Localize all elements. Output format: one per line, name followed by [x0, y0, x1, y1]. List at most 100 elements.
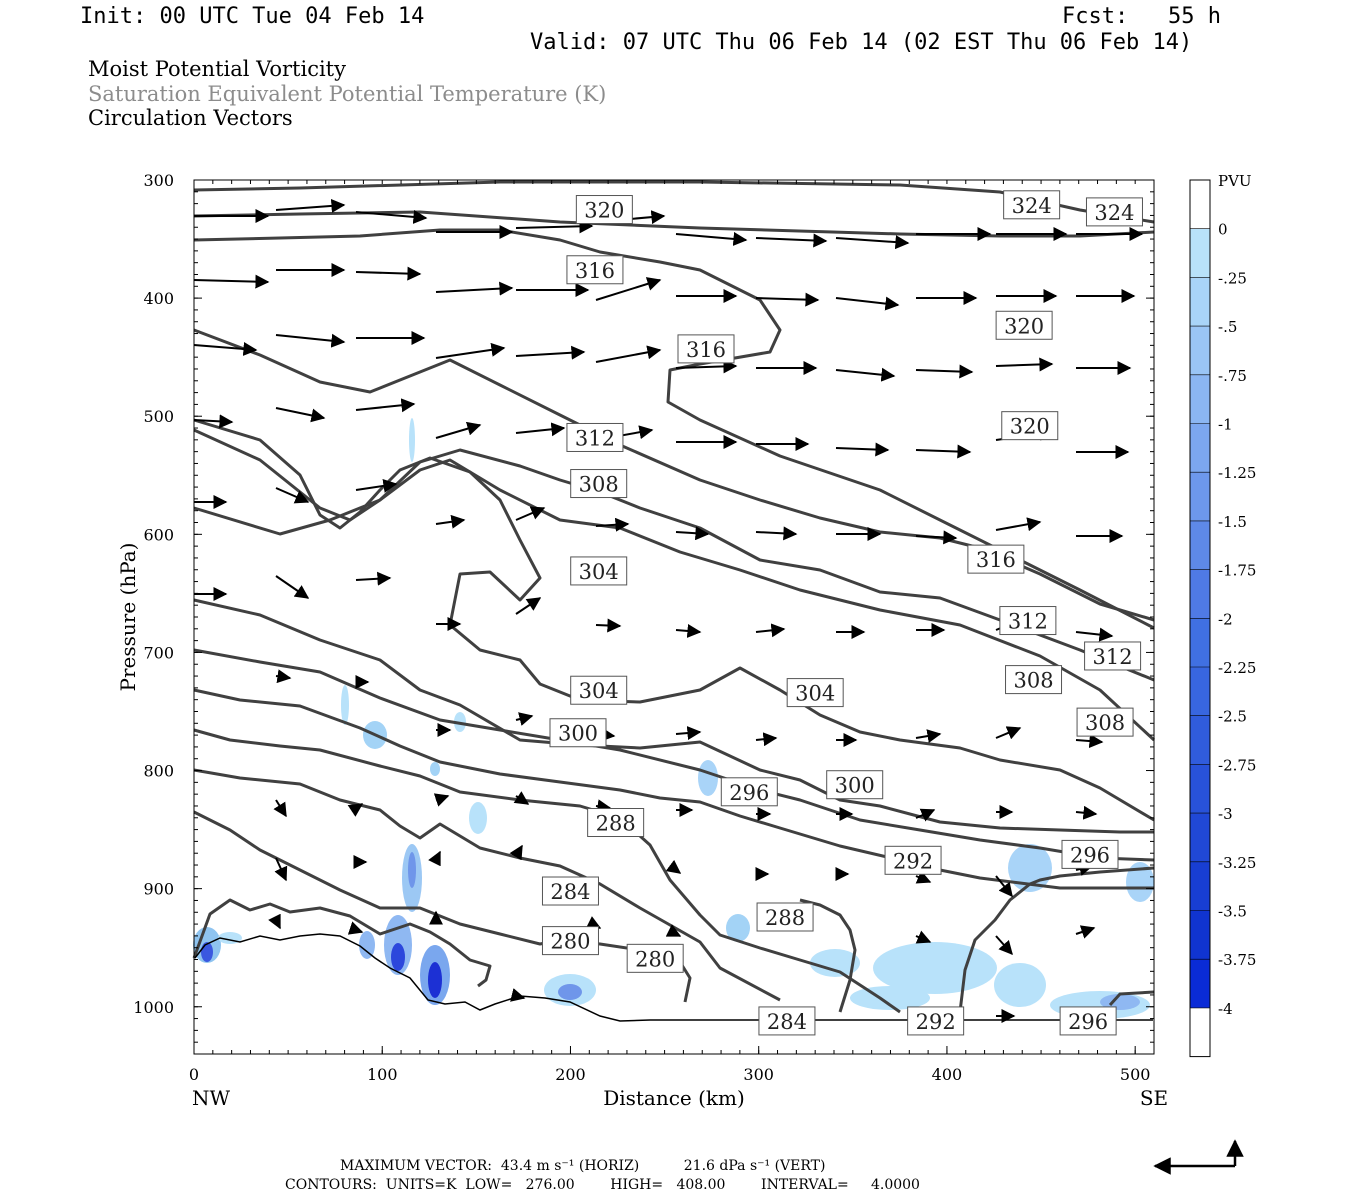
y-tick-label: 900 [143, 880, 174, 899]
wind-vector [995, 726, 1022, 740]
colorbar-swatch [1190, 667, 1210, 716]
x-tick-label: 500 [1120, 1065, 1151, 1084]
contour-line [193, 180, 1155, 224]
svg-text:300: 300 [558, 722, 598, 746]
contour-label: 316 [967, 544, 1025, 574]
svg-text:296: 296 [1068, 1010, 1108, 1034]
wind-vector [355, 398, 416, 413]
colorbar-label: -.25 [1218, 269, 1247, 287]
wind-vector [275, 669, 292, 684]
wind-vector [595, 517, 630, 532]
wind-vector [275, 198, 346, 213]
wind-vector [193, 414, 234, 429]
colorbar-unit: PVU [1218, 172, 1252, 190]
wind-vector [915, 930, 932, 944]
svg-text:292: 292 [916, 1010, 956, 1034]
wind-vector [755, 526, 798, 541]
valid-time: Valid: 07 UTC Thu 06 Feb 14 (02 EST Thu … [530, 30, 1193, 55]
colorbar-label: -1 [1218, 416, 1233, 434]
x-axis: 0 100 200 300 400 500 [189, 180, 1151, 1084]
colorbar-swatch [1190, 910, 1210, 960]
colorbar-label: -2.5 [1218, 708, 1247, 726]
wind-vector [435, 281, 514, 296]
x-tick-label: 200 [555, 1065, 586, 1084]
colorbar-swatch [1190, 715, 1210, 765]
wind-vector [347, 803, 364, 817]
wind-vector [515, 712, 534, 726]
svg-text:300: 300 [835, 774, 875, 798]
svg-text:288: 288 [765, 906, 805, 930]
x-left-end-label: NW [192, 1086, 231, 1110]
wind-vector [595, 345, 662, 363]
wind-vector [428, 850, 441, 867]
pv-region [341, 685, 349, 725]
wind-vector [1075, 805, 1098, 820]
contour-label: 284 [541, 876, 599, 906]
wind-vector [915, 444, 972, 459]
wind-vector [595, 277, 662, 301]
contour-line [193, 428, 1156, 742]
x-right-end-label: SE [1140, 1086, 1168, 1110]
contour-label: 308 [570, 469, 628, 499]
wind-vector [915, 808, 936, 822]
colorbar-label: -2 [1218, 610, 1233, 628]
wind-vector [273, 799, 287, 818]
legend-vectors: Circulation Vectors [88, 106, 293, 130]
colorbar-label: -3 [1218, 805, 1233, 823]
y-tick-label: 800 [143, 762, 174, 781]
wind-vector [595, 618, 622, 633]
pv-region [409, 418, 415, 462]
colorbar-swatch [1190, 569, 1210, 619]
wind-vector [755, 732, 778, 747]
wind-vector [675, 623, 702, 638]
wind-vector [347, 921, 364, 935]
pv-region [873, 942, 997, 994]
contour-label: 312 [1084, 641, 1142, 671]
contour-label: 280 [626, 943, 684, 973]
wind-vector [515, 506, 546, 521]
y-tick-label: 500 [143, 407, 174, 426]
wind-vector [835, 367, 896, 382]
pv-region [698, 760, 718, 796]
colorbar-swatch [1190, 959, 1210, 1008]
terrain-line [194, 933, 1153, 1022]
wind-vector [915, 530, 958, 545]
x-axis-title: Distance (km) [603, 1086, 745, 1110]
colorbar-swatch [1190, 423, 1210, 473]
wind-vector [274, 857, 288, 882]
svg-text:308: 308 [1085, 711, 1125, 735]
contour-line [193, 228, 1155, 630]
wind-vector [510, 988, 526, 1002]
init-time: Init: 00 UTC Tue 04 Feb 14 [80, 4, 425, 29]
colorbar-swatch [1190, 277, 1210, 327]
wind-vector [915, 729, 942, 743]
wind-vector [515, 597, 542, 615]
wind-vector [355, 478, 398, 493]
contour-label: 308 [1076, 707, 1134, 737]
contour-label: 312 [566, 422, 624, 452]
wind-vector [1075, 627, 1114, 642]
contour-line [799, 898, 857, 1013]
svg-text:320: 320 [1010, 415, 1050, 439]
legend-theta-es: Saturation Equivalent Potential Temperat… [88, 82, 607, 106]
contour-label: 304 [570, 556, 628, 586]
colorbar-label: -3.25 [1218, 854, 1256, 872]
svg-text:324: 324 [1094, 201, 1134, 225]
contour-line [192, 898, 492, 988]
contour-label: 296 [1061, 839, 1119, 869]
contour-label: 324 [1085, 197, 1143, 227]
contour-label: 320 [1001, 411, 1059, 441]
x-tick-label: 100 [367, 1065, 398, 1084]
colorbar-label: -2.25 [1218, 659, 1256, 677]
colorbar-swatch [1190, 520, 1210, 570]
contour-line [193, 448, 1155, 682]
svg-text:304: 304 [795, 682, 835, 706]
svg-text:316: 316 [976, 548, 1016, 572]
y-tick-label: 700 [143, 643, 174, 662]
colorbar-swatch [1190, 764, 1210, 814]
wind-vector [835, 296, 900, 311]
y-axis-title: Pressure (hPa) [116, 543, 140, 692]
colorbar-label: -.75 [1218, 367, 1247, 385]
wind-vector [835, 235, 910, 250]
